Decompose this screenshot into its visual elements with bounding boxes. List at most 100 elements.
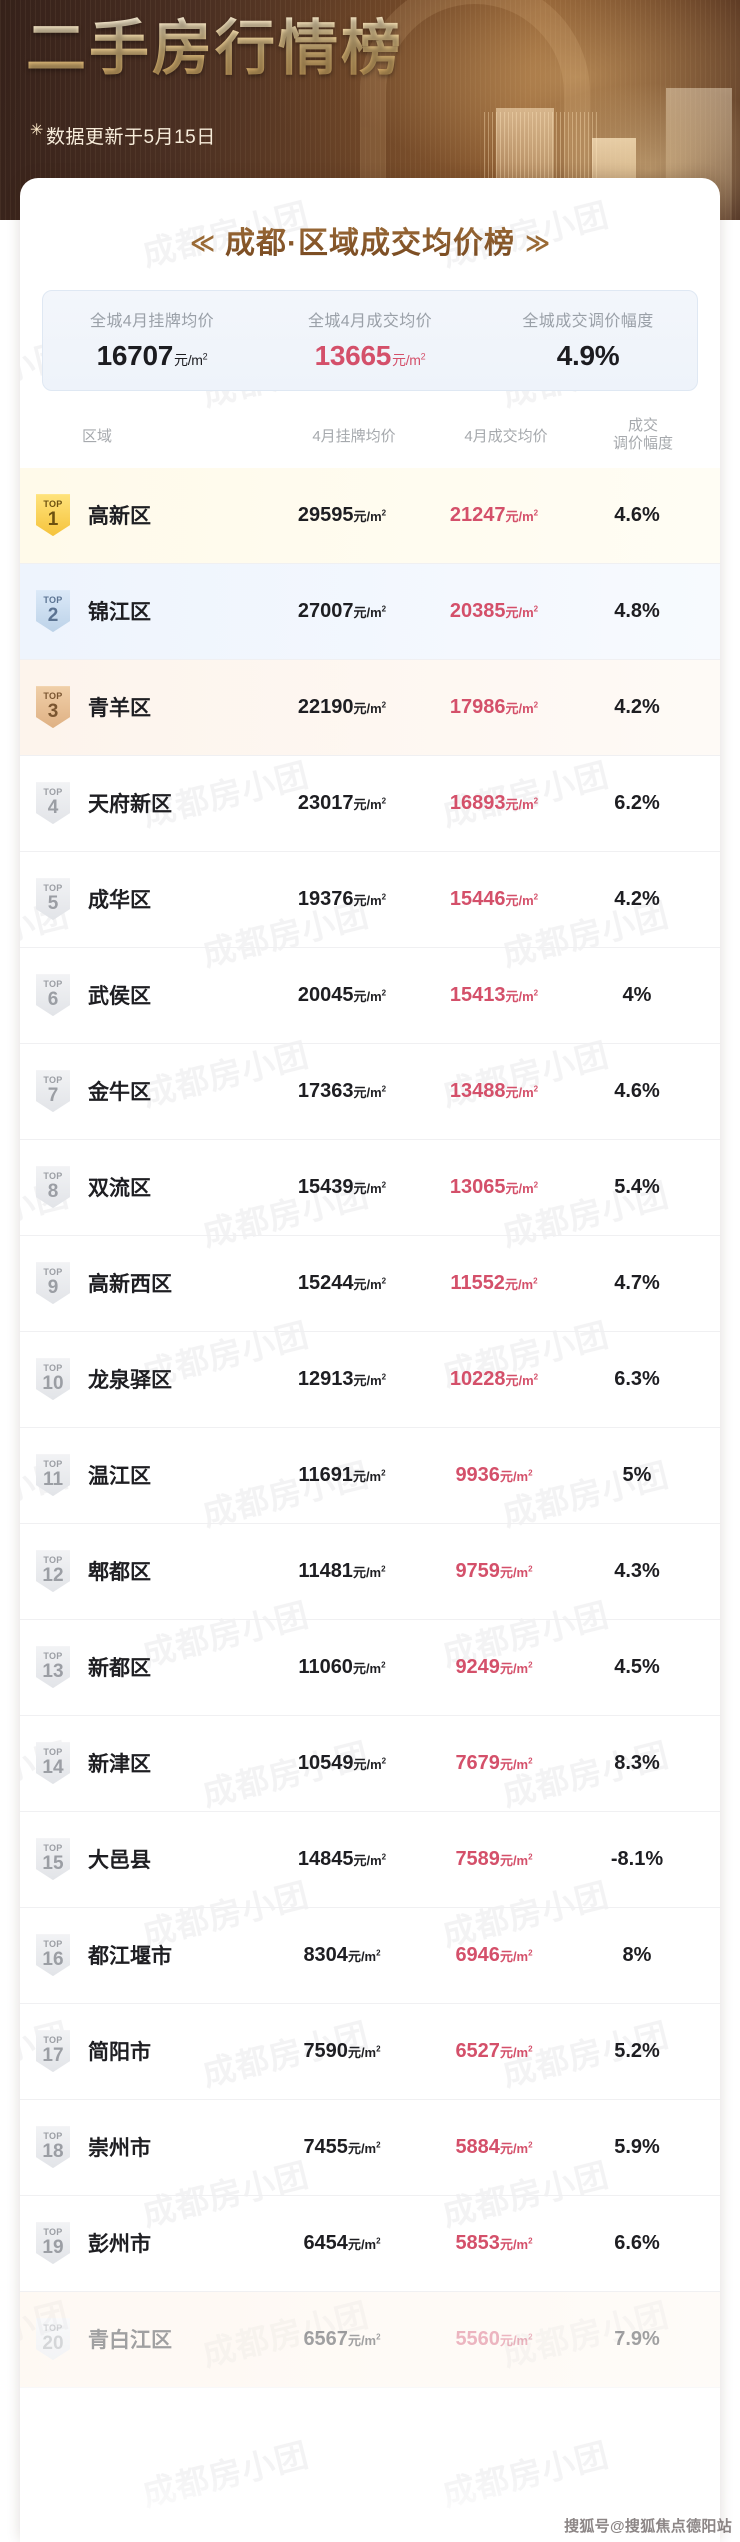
row-listing-price: 23017元/m2 [297, 791, 387, 814]
summary-unit: 元/m2 [174, 351, 208, 368]
row-area-name: 成华区 [88, 889, 151, 913]
row-adjustment-pct: 4.2% [614, 695, 660, 718]
rank-badge-label: TOP [43, 2323, 63, 2334]
unit-text: 元/m [392, 352, 421, 368]
price-unit: 元/m2 [353, 988, 387, 1004]
rank-badge: TOP 19 [36, 2222, 70, 2265]
rank-badge: TOP 10 [36, 1358, 70, 1401]
rank-badge-number: 8 [47, 1181, 59, 1203]
rank-badge: TOP 18 [36, 2126, 70, 2169]
rank-badge: TOP 14 [36, 1742, 70, 1785]
row-area-name: 锦江区 [88, 601, 151, 625]
rank-badge-label: TOP [43, 595, 63, 606]
row-deal-price: 11552元/m2 [450, 1271, 538, 1294]
table-row[interactable]: TOP 16 都江堰市 8304元/m2 6946元/m2 8% [20, 1908, 720, 2004]
row-area-name: 天府新区 [88, 793, 172, 817]
row-deal-price: 5853元/m2 [455, 2231, 533, 2254]
rank-badge-number: 14 [42, 1757, 64, 1779]
rank-badge-number: 4 [47, 797, 59, 819]
table-row[interactable]: TOP 4 天府新区 23017元/m2 16893元/m2 6.2% [20, 756, 720, 852]
row-adjustment-pct: -8.1% [610, 1847, 664, 1870]
row-listing-price: 15244元/m2 [297, 1271, 387, 1294]
row-area-name: 郫都区 [88, 1561, 151, 1585]
table-row[interactable]: TOP 13 新都区 11060元/m2 9249元/m2 4.5% [20, 1620, 720, 1716]
price-unit: 元/m2 [353, 700, 387, 716]
row-listing-price: 27007元/m2 [297, 599, 387, 622]
price-unit: 元/m2 [499, 1852, 533, 1868]
price-unit: 元/m2 [347, 1948, 381, 1964]
summary-label: 全城成交调价幅度 [522, 313, 654, 330]
row-area-name: 高新西区 [88, 1273, 172, 1297]
row-area-name: 金牛区 [88, 1081, 151, 1105]
table-row[interactable]: TOP 11 温江区 11691元/m2 9936元/m2 5% [20, 1428, 720, 1524]
table-row[interactable]: TOP 15 大邑县 14845元/m2 7589元/m2 -8.1% [20, 1812, 720, 1908]
table-row[interactable]: TOP 6 武侯区 20045元/m2 15413元/m2 4% [20, 948, 720, 1044]
table-row[interactable]: TOP 18 崇州市 7455元/m2 5884元/m2 5.9% [20, 2100, 720, 2196]
price-unit: 元/m2 [505, 700, 539, 716]
rank-badge-label: TOP [43, 691, 63, 702]
row-listing-price: 11481元/m2 [298, 1559, 386, 1582]
rank-badge-number: 11 [42, 1469, 64, 1491]
row-adjustment-pct: 5.4% [614, 1175, 660, 1198]
row-area-name: 龙泉驿区 [88, 1369, 172, 1393]
rank-badge: TOP 1 [36, 494, 70, 537]
table-row[interactable]: TOP 9 高新西区 15244元/m2 11552元/m2 4.7% [20, 1236, 720, 1332]
rank-badge-number: 7 [47, 1085, 59, 1107]
rank-badge: TOP 4 [36, 782, 70, 825]
row-listing-price: 8304元/m2 [303, 1943, 381, 1966]
row-deal-price: 15413元/m2 [449, 983, 539, 1006]
row-deal-price: 7589元/m2 [455, 1847, 533, 1870]
rank-badge-number: 3 [47, 701, 59, 723]
row-deal-price: 13065元/m2 [449, 1175, 539, 1198]
row-deal-price: 5560元/m2 [455, 2327, 533, 2350]
table-row[interactable]: TOP 3 青羊区 22190元/m2 17986元/m2 4.2% [20, 659, 720, 756]
column-header-adjustment-line2: 调价幅度 [612, 435, 673, 453]
row-listing-price: 17363元/m2 [297, 1079, 387, 1102]
rank-badge-label: TOP [43, 1171, 63, 1182]
table-row[interactable]: TOP 2 锦江区 27007元/m2 20385元/m2 4.8% [20, 563, 720, 660]
row-adjustment-pct: 4.6% [614, 503, 660, 526]
row-deal-price: 7679元/m2 [455, 1751, 533, 1774]
row-listing-price: 19376元/m2 [297, 887, 387, 910]
row-area-name: 崇州市 [88, 2137, 151, 2161]
table-row[interactable]: TOP 10 龙泉驿区 12913元/m2 10228元/m2 6.3% [20, 1332, 720, 1428]
rank-badge-number: 2 [47, 605, 59, 627]
rank-badge-label: TOP [43, 883, 63, 894]
tile-watermark: 成都房小团 [138, 2435, 313, 2513]
price-unit: 元/m2 [352, 1564, 386, 1580]
table-row[interactable]: TOP 7 金牛区 17363元/m2 13488元/m2 4.6% [20, 1044, 720, 1140]
rank-badge-label: TOP [43, 1939, 63, 1950]
rank-badge: TOP 9 [36, 1262, 70, 1305]
row-adjustment-pct: 4% [622, 983, 652, 1006]
table-row[interactable]: TOP 8 双流区 15439元/m2 13065元/m2 5.4% [20, 1140, 720, 1236]
table-row[interactable]: TOP 14 新津区 10549元/m2 7679元/m2 8.3% [20, 1716, 720, 1812]
row-area-name: 彭州市 [88, 2233, 151, 2257]
row-adjustment-pct: 6.6% [614, 2231, 660, 2254]
price-unit: 元/m2 [353, 604, 387, 620]
table-row[interactable]: TOP 20 青白江区 6567元/m2 5560元/m2 7.9% [20, 2291, 720, 2388]
rank-badge-label: TOP [43, 2131, 63, 2142]
wheat-ear-icon-left: ≫ [189, 230, 215, 257]
update-note: 数据更新于5月15日 [46, 127, 216, 148]
column-header-listing-price: 4月挂牌均价 [312, 427, 396, 445]
row-adjustment-pct: 6.3% [614, 1367, 660, 1390]
price-unit: 元/m2 [347, 2332, 381, 2348]
table-row[interactable]: TOP 1 高新区 29595元/m2 21247元/m2 4.6% [20, 467, 720, 564]
row-area-name: 简阳市 [88, 2041, 151, 2065]
rank-badge-number: 18 [42, 2141, 64, 2163]
table-row[interactable]: TOP 19 彭州市 6454元/m2 5853元/m2 6.6% [20, 2196, 720, 2292]
price-unit: 元/m2 [353, 892, 387, 908]
table-row[interactable]: TOP 5 成华区 19376元/m2 15446元/m2 4.2% [20, 852, 720, 948]
row-deal-price: 20385元/m2 [449, 599, 539, 622]
price-unit: 元/m2 [353, 1084, 387, 1100]
summary-cell-listing: 全城4月挂牌均价 16707元/m2 [43, 307, 261, 372]
price-unit: 元/m2 [505, 604, 539, 620]
price-unit: 元/m2 [505, 508, 539, 524]
row-adjustment-pct: 6.2% [614, 791, 660, 814]
table-row[interactable]: TOP 17 简阳市 7590元/m2 6527元/m2 5.2% [20, 2004, 720, 2100]
summary-number: 16707 [96, 340, 174, 371]
row-listing-price: 11691元/m2 [298, 1463, 386, 1486]
table-row[interactable]: TOP 12 郫都区 11481元/m2 9759元/m2 4.3% [20, 1524, 720, 1620]
row-listing-price: 10549元/m2 [297, 1751, 387, 1774]
price-unit: 元/m2 [353, 1276, 387, 1292]
